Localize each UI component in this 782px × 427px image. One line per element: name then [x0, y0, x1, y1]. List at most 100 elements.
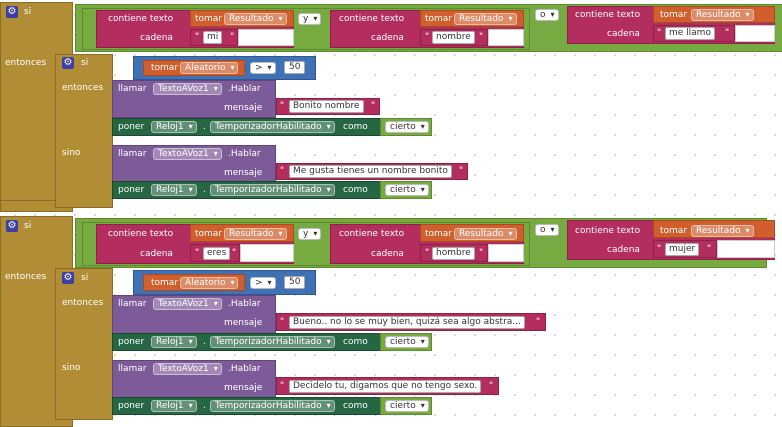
- variable-dropdown[interactable]: Aleatorio: [180, 62, 239, 74]
- contains-text-label: contiene texto: [108, 229, 174, 239]
- string-value[interactable]: eres: [203, 247, 231, 260]
- property-dropdown[interactable]: TemporizadorHabilitado: [210, 400, 335, 412]
- set-label: poner: [118, 401, 145, 411]
- component-dropdown[interactable]: Reloj1: [151, 400, 197, 412]
- and-operator-dropdown[interactable]: y: [298, 13, 322, 25]
- variable-dropdown[interactable]: Resultado: [224, 228, 287, 240]
- method-label: .Hablar: [228, 299, 261, 309]
- dot-label: .: [203, 401, 206, 411]
- variable-dropdown[interactable]: Resultado: [224, 13, 287, 25]
- quote-icon: ": [195, 248, 200, 258]
- piece-label: cadena: [607, 245, 640, 255]
- string-value[interactable]: nombre: [432, 31, 475, 44]
- string-value[interactable]: Bueno.. no lo se muy bien, quizá sea alg…: [289, 316, 525, 329]
- empty-socket: [240, 244, 294, 262]
- else-label: sino: [62, 148, 81, 158]
- boolean-dropdown[interactable]: cierto: [385, 184, 429, 196]
- message-label: mensaje: [224, 168, 263, 178]
- quote-icon: ": [280, 166, 285, 176]
- call-label: llamar: [118, 299, 147, 309]
- gear-icon[interactable]: ⚙: [6, 220, 18, 232]
- component-dropdown[interactable]: TextoAVoz1: [153, 298, 222, 310]
- to-label: como: [343, 185, 368, 195]
- piece-label: cadena: [607, 29, 640, 39]
- message-label: mensaje: [224, 383, 263, 393]
- component-dropdown[interactable]: Reloj1: [151, 184, 197, 196]
- piece-label: cadena: [371, 33, 404, 43]
- if-label: si: [81, 58, 89, 68]
- variable-dropdown[interactable]: Resultado: [691, 9, 754, 21]
- number-value[interactable]: 50: [284, 61, 306, 74]
- contains-text-label: contiene texto: [339, 229, 405, 239]
- get-label: tomar: [660, 10, 688, 20]
- call-label: llamar: [118, 84, 147, 94]
- component-dropdown[interactable]: TextoAVoz1: [153, 363, 222, 375]
- quote-icon: ": [459, 166, 464, 176]
- quote-icon: ": [479, 248, 484, 258]
- string-value[interactable]: mi: [203, 31, 223, 44]
- property-dropdown[interactable]: TemporizadorHabilitado: [210, 121, 335, 133]
- get-label: tomar: [660, 226, 688, 236]
- to-label: como: [343, 122, 368, 132]
- boolean-dropdown[interactable]: cierto: [385, 336, 429, 348]
- quote-icon: ": [707, 244, 712, 254]
- string-value[interactable]: Me gusta tienes un nombre bonito: [289, 165, 452, 178]
- empty-socket: [717, 240, 775, 258]
- then-label: entonces: [5, 272, 47, 282]
- get-label: tomar: [425, 14, 453, 24]
- dot-label: .: [203, 337, 206, 347]
- string-value[interactable]: me llamo: [665, 27, 715, 40]
- gear-icon[interactable]: ⚙: [6, 6, 18, 18]
- piece-label: cadena: [140, 33, 173, 43]
- string-value[interactable]: mujer: [665, 243, 700, 256]
- empty-socket: [488, 29, 524, 46]
- or-operator-dropdown[interactable]: o: [535, 224, 559, 236]
- component-dropdown[interactable]: TextoAVoz1: [153, 83, 222, 95]
- string-value[interactable]: Decidelo tu, digamos que no tengo sexo.: [289, 380, 482, 393]
- piece-label: cadena: [140, 249, 173, 259]
- quote-icon: ": [425, 248, 430, 258]
- string-value[interactable]: hombre: [432, 247, 475, 260]
- call-label: llamar: [118, 149, 147, 159]
- dot-label: .: [203, 122, 206, 132]
- gear-icon[interactable]: ⚙: [62, 57, 74, 69]
- variable-dropdown[interactable]: Resultado: [691, 225, 754, 237]
- gear-icon[interactable]: ⚙: [62, 272, 74, 284]
- method-label: .Hablar: [228, 84, 261, 94]
- call-speak-block[interactable]: [112, 80, 276, 118]
- quote-icon: ": [489, 381, 494, 391]
- if-else-block[interactable]: [55, 54, 113, 208]
- get-label: tomar: [195, 229, 223, 239]
- if-label: si: [81, 273, 89, 283]
- variable-dropdown[interactable]: Aleatorio: [180, 277, 239, 289]
- contains-text-label: contiene texto: [108, 14, 174, 24]
- property-dropdown[interactable]: TemporizadorHabilitado: [210, 336, 335, 348]
- if-else-block[interactable]: [55, 268, 113, 420]
- or-operator-dropdown[interactable]: o: [535, 9, 559, 21]
- boolean-dropdown[interactable]: cierto: [385, 400, 429, 412]
- component-dropdown[interactable]: Reloj1: [151, 121, 197, 133]
- quote-icon: ": [479, 32, 484, 42]
- quote-icon: ": [657, 244, 662, 254]
- then-label: entonces: [62, 298, 104, 308]
- and-operator-dropdown[interactable]: y: [298, 228, 322, 240]
- number-value[interactable]: 50: [284, 276, 306, 289]
- else-label: sino: [62, 363, 81, 373]
- if-label: si: [24, 221, 32, 231]
- empty-socket: [488, 244, 524, 262]
- component-dropdown[interactable]: TextoAVoz1: [153, 148, 222, 160]
- then-label: entonces: [62, 83, 104, 93]
- component-dropdown[interactable]: Reloj1: [151, 336, 197, 348]
- method-label: .Hablar: [228, 364, 261, 374]
- contains-text-label: contiene texto: [339, 14, 405, 24]
- variable-dropdown[interactable]: Resultado: [454, 228, 517, 240]
- variable-dropdown[interactable]: Resultado: [454, 13, 517, 25]
- message-label: mensaje: [224, 318, 263, 328]
- compare-operator-dropdown[interactable]: >: [250, 277, 276, 289]
- property-dropdown[interactable]: TemporizadorHabilitado: [210, 184, 335, 196]
- string-value[interactable]: Bonito nombre: [289, 100, 364, 113]
- piece-label: cadena: [371, 249, 404, 259]
- contains-text-label: contiene texto: [575, 10, 641, 20]
- compare-operator-dropdown[interactable]: >: [250, 62, 276, 74]
- boolean-dropdown[interactable]: cierto: [385, 121, 429, 133]
